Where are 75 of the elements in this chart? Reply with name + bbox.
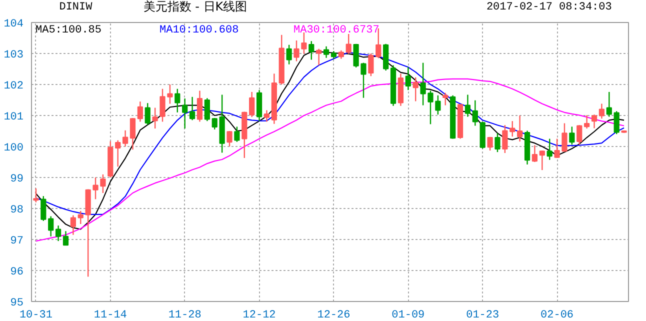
candlestick: [487, 136, 493, 152]
candlestick: [196, 90, 203, 122]
candlestick: [48, 216, 54, 237]
candlestick: [606, 91, 612, 118]
x-tick-label: 12-26: [317, 310, 350, 321]
y-tick-label: 103: [4, 50, 24, 62]
candlestick: [383, 43, 389, 72]
candlestick: [464, 94, 471, 118]
candlestick: [316, 48, 322, 66]
text: MA5:100.85: [36, 24, 102, 36]
candlestick: [70, 214, 76, 236]
candlestick: [412, 76, 418, 102]
y-tick-label: 100: [4, 142, 24, 154]
candlestick: [510, 120, 516, 138]
candlestick: [591, 114, 598, 129]
candlestick: [308, 40, 314, 60]
candlestick: [598, 103, 605, 120]
candlestick: [346, 33, 352, 54]
x-tick-label: 02-06: [540, 310, 574, 321]
candlestick: [584, 114, 590, 130]
text: DINIW: [59, 2, 93, 14]
x-tick-label: 01-23: [466, 310, 500, 321]
candlestick: [472, 100, 478, 126]
candlestick: [569, 126, 575, 146]
candlestick: [234, 126, 240, 142]
candlestick: [264, 110, 270, 122]
candlestick: [301, 32, 307, 54]
y-tick-label: 104: [4, 18, 24, 30]
candlestick: [494, 132, 500, 153]
candlestick: [249, 91, 255, 118]
candlestick: [130, 117, 136, 150]
y-tick-label: 96: [10, 266, 24, 278]
y-tick-label: 101: [4, 112, 24, 124]
candlestick: [189, 96, 196, 121]
candlestick: [405, 66, 411, 91]
x-tick-label: 10-31: [19, 310, 53, 321]
candlestick: [442, 92, 448, 106]
candlestick: [502, 124, 508, 154]
candlestick: [62, 230, 69, 246]
candlestick: [226, 130, 232, 148]
chart-title: 美元指数 - 日K线图: [143, 0, 248, 14]
candlestick: [546, 138, 552, 160]
y-tick-label: 95: [10, 298, 24, 310]
candlestick: [286, 44, 292, 65]
candlestick: [144, 102, 150, 126]
x-tick-label: 11-14: [94, 310, 128, 321]
y-tick-label: 102: [4, 80, 24, 92]
x-tick-label: 01-09: [392, 310, 425, 321]
candlestick: [532, 144, 538, 163]
candlestick: [323, 46, 330, 58]
y-tick-label: 97: [10, 236, 24, 248]
x-tick-label: 12-12: [242, 310, 276, 321]
candlestick: [614, 110, 620, 135]
candlestick: [40, 196, 46, 222]
candlestick: [256, 89, 262, 122]
candlestick: [539, 150, 545, 171]
y-tick-label: 99: [10, 174, 24, 186]
candlestick: [115, 140, 121, 168]
y-tick-label: 98: [10, 204, 24, 216]
candlestick: [78, 210, 84, 225]
candlestick: [368, 52, 374, 77]
candlestick: [137, 100, 143, 122]
candlestick: [174, 88, 180, 113]
candlestick: [517, 114, 523, 142]
candlestick: [152, 107, 158, 130]
x-tick-label: 11-28: [168, 310, 202, 321]
candlestick: [294, 40, 300, 62]
text: MA10:100.608: [160, 24, 239, 36]
candlestick: [204, 98, 210, 122]
candlestick: [576, 124, 582, 146]
candlestick: [55, 224, 62, 242]
text: 2017-02-17 08:34:03: [486, 2, 612, 14]
candlestick: [182, 98, 188, 130]
candlestick: [33, 188, 39, 203]
candlestick: [122, 130, 128, 148]
